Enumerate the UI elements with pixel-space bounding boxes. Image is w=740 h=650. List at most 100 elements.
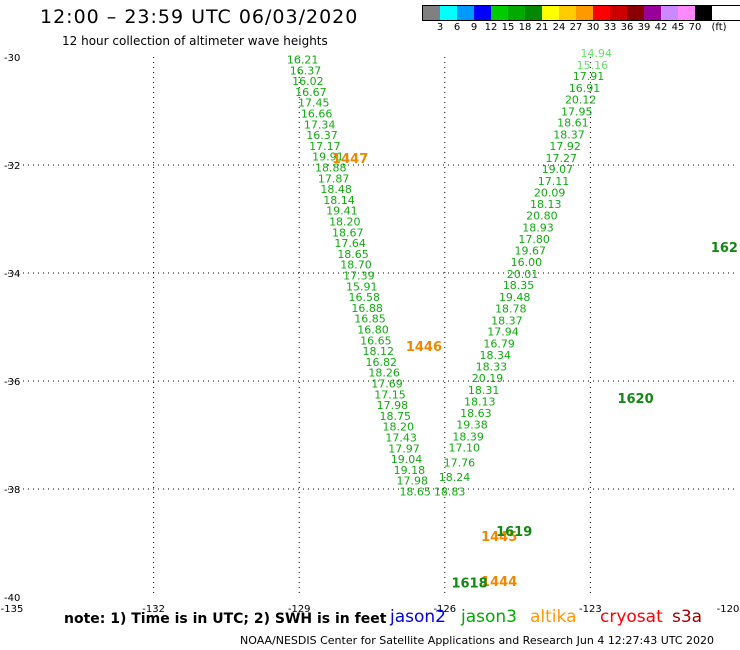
- pass-time: 162: [711, 241, 738, 256]
- wave-height-value: 17.15: [374, 388, 406, 401]
- legend-swatch: [457, 6, 474, 20]
- wave-height-value: 16.00: [511, 256, 543, 269]
- wave-height-value: 18.83: [434, 485, 466, 498]
- wave-height-value: 16.91: [569, 82, 601, 95]
- satellite-s3a: s3a: [672, 607, 703, 627]
- wave-height-value: 19.91: [312, 151, 344, 164]
- wave-height-value: 18.20: [382, 421, 414, 434]
- legend-swatch: [542, 6, 559, 20]
- map-grid: [8, 57, 736, 597]
- y-tick-label: -40: [4, 593, 20, 604]
- wave-height-value: 16.66: [301, 107, 333, 120]
- wave-height-value: 18.93: [522, 221, 554, 234]
- wave-height-value: 18.65: [337, 248, 369, 261]
- legend-label: 6: [453, 22, 461, 33]
- legend-swatch: [491, 6, 508, 20]
- y-tick-label: -36: [4, 377, 20, 388]
- y-tick-label: -34: [4, 269, 20, 280]
- wave-height-value: 20.12: [565, 93, 597, 106]
- satellite-cryosat: cryosat: [600, 607, 663, 627]
- wave-height-value: 19.48: [499, 291, 531, 304]
- wave-height-value: 18.67: [332, 226, 364, 239]
- wave-height-value: 18.35: [503, 279, 535, 292]
- legend-swatch: [576, 6, 593, 20]
- wave-height-value: 17.97: [388, 442, 420, 455]
- legend-swatch: [559, 6, 576, 20]
- wave-height-value: 17.91: [573, 70, 605, 83]
- wave-height-value: 20.09: [534, 186, 566, 199]
- legend-swatch: [593, 6, 610, 20]
- legend-label: 21: [535, 22, 549, 33]
- wave-height-value: 16.65: [360, 334, 392, 347]
- wave-height-value: 19.41: [326, 205, 358, 218]
- map-axis-labels: -135 -132 -129 -126 -123 -120 -30 -32 -34 -36 -38 -…: [1, 53, 740, 615]
- wave-height-value: 17.95: [561, 105, 593, 118]
- wave-height-value: 18.34: [480, 349, 512, 362]
- x-tick-label: -135: [1, 604, 24, 615]
- legend-label: 39: [637, 22, 651, 33]
- page-subtitle: 12 hour collection of altimeter wave hei…: [62, 34, 328, 48]
- satellite-jason2: jason2: [390, 607, 446, 627]
- pass-time: 1618: [451, 576, 487, 591]
- pass-time: 1447: [332, 152, 368, 167]
- wave-height-value: 17.45: [298, 97, 330, 110]
- wave-height-value: 18.61: [557, 117, 589, 130]
- footer-credit: NOAA/NESDIS Center for Satellite Applica…: [240, 634, 715, 647]
- wave-height-value: 16.21: [287, 53, 319, 66]
- wave-height-value: 16.58: [348, 291, 380, 304]
- x-tick-label: -123: [579, 604, 602, 615]
- wave-height-value: 17.17: [309, 140, 341, 153]
- wave-height-value: 17.92: [549, 140, 581, 153]
- legend-unit: (ft): [711, 22, 727, 33]
- legend-swatch: [644, 6, 661, 20]
- wave-height-value: 18.65: [399, 485, 431, 498]
- x-tick-label: -126: [433, 604, 456, 615]
- y-tick-label: -32: [4, 161, 20, 172]
- y-tick-label: -30: [4, 53, 20, 64]
- wave-height-value: 17.76: [444, 456, 476, 469]
- wave-height-value: 17.43: [385, 431, 417, 444]
- wave-height-value: 18.14: [323, 194, 355, 207]
- wave-height-value: 18.12: [363, 345, 395, 358]
- pass-time: 1619: [496, 525, 532, 540]
- legend-label: 27: [569, 22, 583, 33]
- wave-height-value: 16.82: [365, 356, 397, 369]
- legend-swatch: [440, 6, 457, 20]
- wave-height-points: 16.2116.3716.0216.6717.4516.6617.3416.37…: [287, 47, 612, 498]
- pass-time: 1620: [617, 392, 653, 407]
- wave-height-value: 16.80: [357, 323, 389, 336]
- legend-swatch: [525, 6, 542, 20]
- legend-swatch: [661, 6, 678, 20]
- legend-label: 42: [654, 22, 668, 33]
- legend-swatch: [678, 6, 695, 20]
- wave-height-value: 16.85: [354, 313, 386, 326]
- legend-label: 30: [586, 22, 600, 33]
- legend-swatch: [695, 6, 712, 20]
- legend-swatch: [610, 6, 627, 20]
- legend-swatch: [423, 6, 440, 20]
- wave-height-value: 18.78: [495, 302, 527, 315]
- wave-height-value: 18.48: [320, 183, 352, 196]
- wave-height-value: 16.79: [483, 338, 515, 351]
- wave-height-value: 17.11: [538, 175, 570, 188]
- wave-height-value: 17.94: [487, 326, 519, 339]
- wave-height-value: 18.26: [368, 367, 400, 380]
- legend-label: 45: [671, 22, 685, 33]
- x-tick-label: -120: [717, 604, 740, 615]
- pass-time: 1445: [481, 530, 517, 545]
- y-tick-label: -38: [4, 485, 20, 496]
- wave-height-value: 18.13: [464, 395, 496, 408]
- wave-height-value: 18.37: [553, 129, 585, 142]
- wave-height-value: 17.80: [518, 233, 550, 246]
- wave-height-value: 16.37: [290, 64, 322, 77]
- wave-height-value: 16.02: [292, 75, 324, 88]
- wave-height-value: 17.98: [397, 475, 429, 488]
- wave-height-value: 17.98: [377, 399, 409, 412]
- satellite-jason3: jason3: [461, 607, 517, 627]
- wave-height-value: 18.20: [329, 215, 361, 228]
- wave-height-value: 18.70: [340, 259, 372, 272]
- wave-height-value: 18.37: [491, 314, 523, 327]
- wave-height-value: 18.63: [460, 407, 492, 420]
- legend-label: 70: [688, 22, 702, 33]
